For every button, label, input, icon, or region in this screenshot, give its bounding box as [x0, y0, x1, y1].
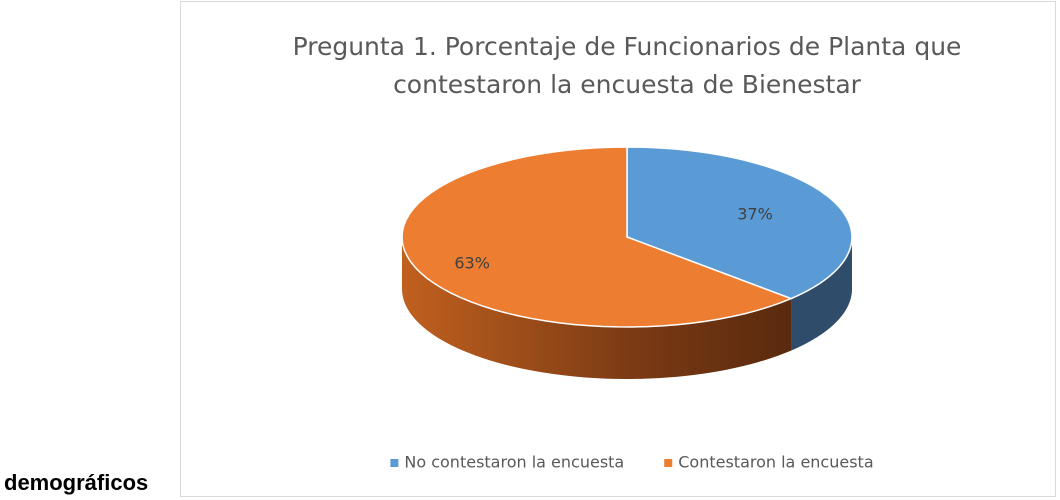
legend-label: No contestaron la encuesta — [404, 453, 624, 472]
slice-side — [402, 237, 792, 379]
body-text: demográficos — [4, 470, 149, 495]
chart-title: Pregunta 1. Porcentaje de Funcionarios d… — [292, 32, 962, 99]
slice — [626, 146, 853, 300]
slice-side — [791, 237, 852, 351]
data-label: 37% — [737, 204, 773, 223]
legend-swatch — [390, 459, 399, 467]
data-label: 63% — [454, 253, 490, 272]
slice — [401, 146, 794, 328]
legend-label: Contestaron la encuesta — [678, 453, 873, 472]
legend-swatch — [664, 459, 673, 467]
